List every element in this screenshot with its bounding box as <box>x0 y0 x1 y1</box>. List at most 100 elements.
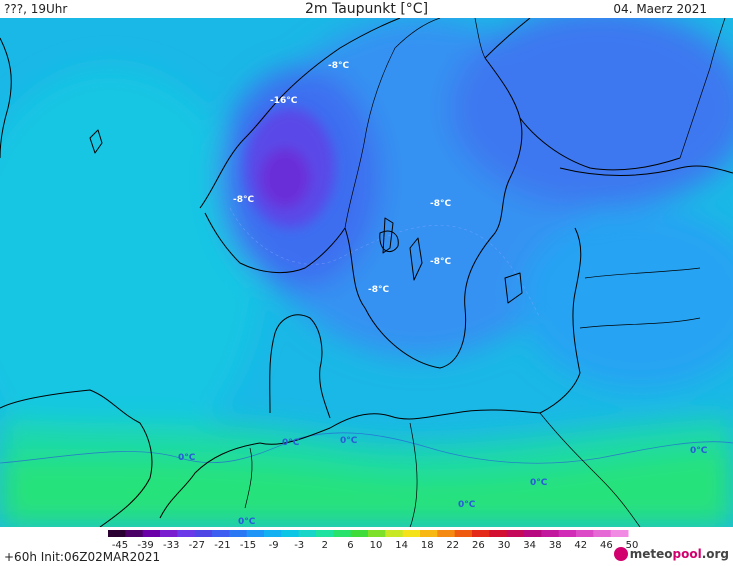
border-baltic-states <box>579 267 701 329</box>
legend-tick-label: 50 <box>626 540 639 549</box>
legend-swatch <box>160 530 178 537</box>
coast-poland-germany <box>259 409 541 445</box>
legend-tick-label: 14 <box>395 540 408 549</box>
coast-gotland <box>409 237 423 281</box>
legend-swatch <box>298 530 317 537</box>
coast-gulf-bothnia <box>484 57 681 171</box>
legend-swatch <box>246 530 265 537</box>
color-legend: -45 -39 -33 -27 -21 -15 -9 -3 2 6 10 14 18 22 26 30 34 38… <box>108 530 639 549</box>
legend-swatch <box>194 530 213 537</box>
border-finland-russia <box>679 18 726 159</box>
legend-swatch <box>212 530 230 537</box>
coast-sweden <box>344 117 523 369</box>
label-minus8-west: -8°C <box>233 195 254 205</box>
legend-swatch <box>142 530 161 537</box>
run-info: +60h Init:06Z02MAR2021 <box>4 550 161 564</box>
legend-swatch <box>264 530 282 537</box>
coast-uk-south <box>0 389 153 527</box>
legend-tick-label: 42 <box>574 540 587 549</box>
border-netherlands <box>244 447 253 509</box>
field-finland <box>450 18 733 208</box>
legend-tick-label: 10 <box>370 540 383 549</box>
coast-norway <box>199 18 401 209</box>
brand-text-2: pool <box>672 547 702 561</box>
label-zero-6: 0°C <box>238 517 256 527</box>
legend-swatch <box>281 530 300 537</box>
footer: -45 -39 -33 -27 -21 -15 -9 -3 2 6 10 14 18 22 26 30 34 38… <box>0 527 733 566</box>
legend-tick-label: -21 <box>214 540 230 549</box>
field-north-sea <box>0 68 260 468</box>
coast-uk <box>0 37 12 159</box>
coast-shetland <box>89 129 103 154</box>
legend-swatch <box>229 530 248 537</box>
label-zero-4: 0°C <box>530 478 548 488</box>
legend-swatch <box>489 530 508 537</box>
label-minus16: -16°C <box>270 96 298 106</box>
label-minus8-east: -8°C <box>430 199 451 209</box>
legend-swatch <box>177 530 196 537</box>
brand-text-3: .org <box>701 547 729 561</box>
legend-tick-label: -9 <box>269 540 279 549</box>
legend-tick-label: 38 <box>549 540 562 549</box>
label-zero-2: 0°C <box>340 436 358 446</box>
legend-swatch <box>454 530 473 537</box>
brand-logo[interactable]: meteopool.org <box>613 547 729 561</box>
field-core-2 <box>260 148 310 208</box>
legend-tick-label: 34 <box>523 540 536 549</box>
field-baltics <box>520 208 733 388</box>
legend-swatch <box>108 530 126 537</box>
coast-finland <box>484 18 733 176</box>
border-germany <box>409 422 418 527</box>
coast-netherlands <box>159 442 261 519</box>
legend-swatch <box>385 530 404 537</box>
label-zero-7: 0°C <box>690 446 708 456</box>
legend-tick-label: -33 <box>163 540 179 549</box>
coast-denmark <box>269 314 331 419</box>
forecast-time-label: ???, 19Uhr <box>4 2 68 16</box>
legend-tick-label: 46 <box>600 540 613 549</box>
legend-swatch <box>593 530 612 537</box>
label-zero-1: 0°C <box>282 438 300 448</box>
legend-swatch <box>125 530 144 537</box>
legend-tick-label: 22 <box>446 540 459 549</box>
legend-tick-label: -39 <box>137 540 153 549</box>
coast-south-norway <box>204 212 346 273</box>
label-zero-3: 0°C <box>178 453 196 463</box>
legend-swatch <box>420 530 438 537</box>
legend-tick-label: 2 <box>322 540 328 549</box>
forecast-date-label: 04. Maerz 2021 <box>613 2 707 16</box>
coast-oland <box>382 217 394 254</box>
legend-tick-label: -3 <box>294 540 304 549</box>
legend-swatch <box>558 530 577 537</box>
brand-text-1: meteo <box>629 547 673 561</box>
coast-baltics <box>539 227 582 414</box>
coast-saaremaa <box>504 272 523 304</box>
map-title: 2m Taupunkt [°C] <box>304 1 429 17</box>
label-zero-5: 0°C <box>458 500 476 510</box>
legend-tick-label: -15 <box>240 540 256 549</box>
legend-swatch <box>316 530 334 537</box>
border-poland <box>539 412 641 527</box>
border-norway-sweden <box>344 18 441 229</box>
legend-tick-label: 26 <box>472 540 485 549</box>
border-sweden-finland <box>474 18 486 59</box>
legend-tick-label: 18 <box>421 540 434 549</box>
legend-swatch <box>333 530 352 537</box>
coast-lakes <box>379 230 399 253</box>
legend-swatch <box>472 530 490 537</box>
legend-tick-label: 6 <box>347 540 353 549</box>
legend-tick-label: -27 <box>189 540 205 549</box>
legend-swatch <box>524 530 542 537</box>
label-minus8-south: -8°C <box>368 285 389 295</box>
label-minus8-gotland: -8°C <box>430 257 451 267</box>
legend-ticks: -45 -39 -33 -27 -21 -15 -9 -3 2 6 10 14 18 22 26 30 34 38… <box>112 540 639 549</box>
legend-swatch <box>506 530 525 537</box>
legend-swatch <box>368 530 386 537</box>
legend-tick-label: 30 <box>498 540 511 549</box>
legend-swatch <box>610 530 629 537</box>
legend-swatch <box>576 530 594 537</box>
legend-swatch <box>350 530 369 537</box>
dewpoint-map: -8°C -16°C -8°C -8°C -8°C -8°C 0°C 0°C 0… <box>0 18 733 527</box>
legend-tick-label: -45 <box>112 540 128 549</box>
